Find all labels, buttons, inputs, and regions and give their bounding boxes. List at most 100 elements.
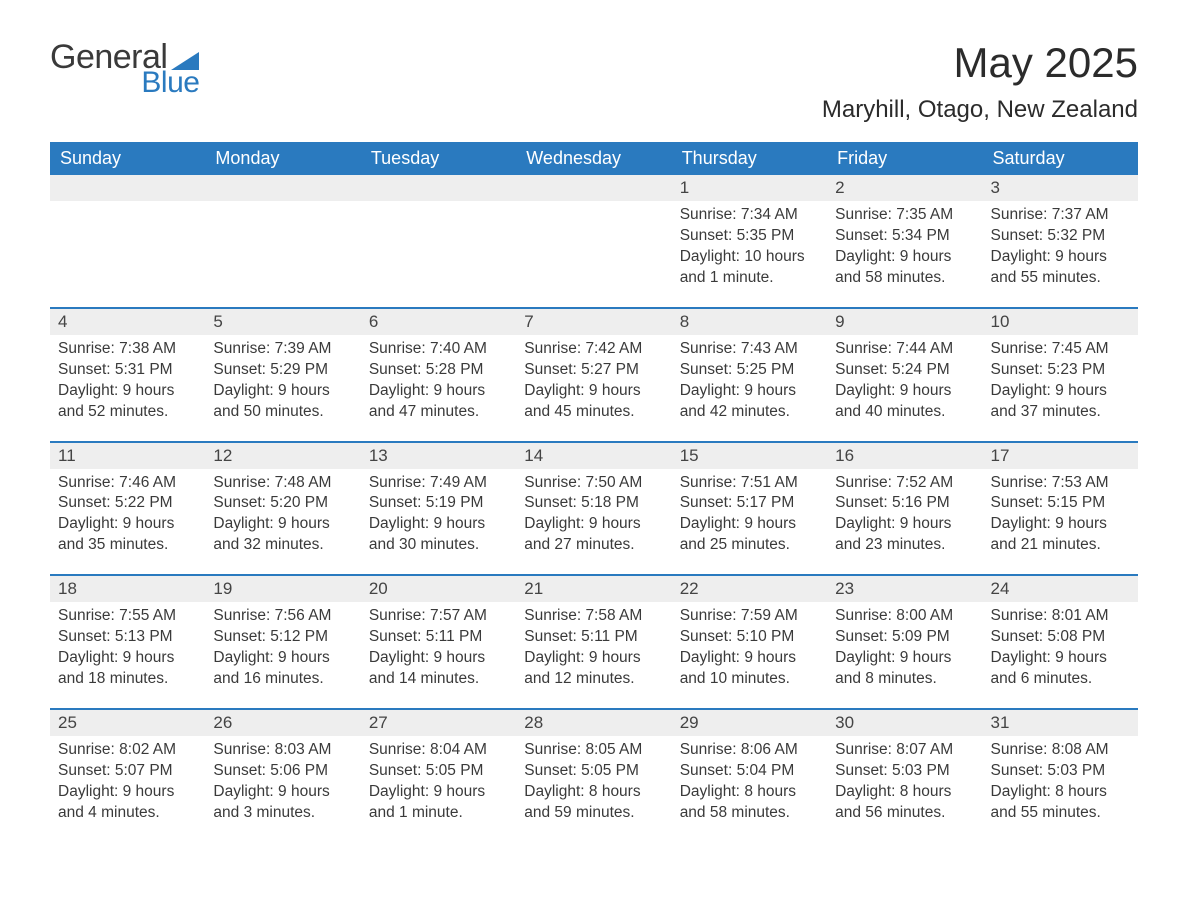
sunrise-line-label: Sunrise:: [524, 474, 585, 491]
daynum-row: 18192021222324: [50, 575, 1138, 602]
day-number-cell: 29: [672, 709, 827, 736]
sunrise-line-label: Sunrise:: [213, 340, 274, 357]
daylight-line-label: Daylight:: [835, 783, 900, 800]
sunrise-line-label: Sunrise:: [524, 607, 585, 624]
day-details-cell: [516, 201, 671, 308]
calendar-table: Sunday Monday Tuesday Wednesday Thursday…: [50, 142, 1138, 841]
daylight-line: Daylight: 9 hours and 42 minutes.: [680, 381, 819, 423]
sunrise-line-value: 7:53 AM: [1052, 474, 1109, 491]
page-header: General Blue May 2025 Maryhill, Otago, N…: [50, 40, 1138, 124]
sunrise-line-value: 8:03 AM: [275, 741, 332, 758]
sunset-line-value: 5:17 PM: [737, 494, 795, 511]
sunrise-line-value: 7:48 AM: [275, 474, 332, 491]
sunset-line: Sunset: 5:25 PM: [680, 360, 819, 381]
sunrise-line-label: Sunrise:: [991, 474, 1052, 491]
details-row: Sunrise: 7:46 AMSunset: 5:22 PMDaylight:…: [50, 469, 1138, 576]
sunset-line-label: Sunset:: [991, 628, 1048, 645]
daylight-line-label: Daylight:: [680, 783, 745, 800]
daylight-line-label: Daylight:: [524, 649, 589, 666]
sunset-line-value: 5:04 PM: [737, 762, 795, 779]
sunset-line-label: Sunset:: [58, 494, 115, 511]
day-number: 14: [524, 446, 543, 465]
sunset-line: Sunset: 5:07 PM: [58, 761, 197, 782]
day-number-cell: 5: [205, 308, 360, 335]
day-details-cell: Sunrise: 7:45 AMSunset: 5:23 PMDaylight:…: [983, 335, 1138, 442]
sunrise-line: Sunrise: 8:04 AM: [369, 740, 508, 761]
sunrise-line: Sunrise: 7:59 AM: [680, 606, 819, 627]
sunset-line: Sunset: 5:10 PM: [680, 627, 819, 648]
sunrise-line-label: Sunrise:: [835, 340, 896, 357]
sunset-line: Sunset: 5:19 PM: [369, 493, 508, 514]
day-number-cell: 7: [516, 308, 671, 335]
daylight-line: Daylight: 9 hours and 45 minutes.: [524, 381, 663, 423]
sunrise-line: Sunrise: 7:45 AM: [991, 339, 1130, 360]
day-number-cell: 20: [361, 575, 516, 602]
day-number: 9: [835, 312, 844, 331]
sunrise-line: Sunrise: 7:44 AM: [835, 339, 974, 360]
sunrise-line-value: 8:01 AM: [1052, 607, 1109, 624]
day-details-cell: Sunrise: 7:51 AMSunset: 5:17 PMDaylight:…: [672, 469, 827, 576]
sunrise-line: Sunrise: 7:50 AM: [524, 473, 663, 494]
day-details-cell: Sunrise: 7:53 AMSunset: 5:15 PMDaylight:…: [983, 469, 1138, 576]
details-row: Sunrise: 7:34 AMSunset: 5:35 PMDaylight:…: [50, 201, 1138, 308]
day-number-cell: 23: [827, 575, 982, 602]
weekday-header: Friday: [827, 142, 982, 175]
sunrise-line-label: Sunrise:: [680, 474, 741, 491]
daylight-line-label: Daylight:: [991, 649, 1056, 666]
sunrise-line-label: Sunrise:: [58, 607, 119, 624]
daylight-line-label: Daylight:: [524, 515, 589, 532]
day-number: 8: [680, 312, 689, 331]
daylight-line: Daylight: 8 hours and 58 minutes.: [680, 782, 819, 824]
day-number-cell: 11: [50, 442, 205, 469]
day-number-cell: 18: [50, 575, 205, 602]
sunset-line: Sunset: 5:04 PM: [680, 761, 819, 782]
day-number-cell: 2: [827, 175, 982, 201]
daylight-line: Daylight: 9 hours and 21 minutes.: [991, 514, 1130, 556]
sunset-line: Sunset: 5:17 PM: [680, 493, 819, 514]
sunset-line-label: Sunset:: [835, 361, 892, 378]
sunrise-line-value: 7:58 AM: [585, 607, 642, 624]
daylight-line: Daylight: 9 hours and 58 minutes.: [835, 247, 974, 289]
details-row: Sunrise: 8:02 AMSunset: 5:07 PMDaylight:…: [50, 736, 1138, 842]
sunset-line-value: 5:24 PM: [892, 361, 950, 378]
day-number-cell: 31: [983, 709, 1138, 736]
daylight-line-label: Daylight:: [58, 783, 123, 800]
sunrise-line-label: Sunrise:: [680, 340, 741, 357]
day-number: 11: [58, 446, 76, 465]
sunrise-line-value: 7:51 AM: [741, 474, 798, 491]
day-details-cell: Sunrise: 7:44 AMSunset: 5:24 PMDaylight:…: [827, 335, 982, 442]
daylight-line: Daylight: 9 hours and 37 minutes.: [991, 381, 1130, 423]
daylight-line-label: Daylight:: [991, 248, 1056, 265]
day-number-cell: 17: [983, 442, 1138, 469]
sunrise-line-value: 7:40 AM: [430, 340, 487, 357]
daynum-row: 25262728293031: [50, 709, 1138, 736]
sunrise-line: Sunrise: 7:39 AM: [213, 339, 352, 360]
day-number-cell: 14: [516, 442, 671, 469]
day-number-cell: 4: [50, 308, 205, 335]
sunset-line-value: 5:18 PM: [581, 494, 639, 511]
sunrise-line: Sunrise: 7:56 AM: [213, 606, 352, 627]
weekday-header: Tuesday: [361, 142, 516, 175]
sunset-line-value: 5:28 PM: [426, 361, 484, 378]
sunset-line-value: 5:32 PM: [1047, 227, 1105, 244]
sunrise-line-label: Sunrise:: [991, 206, 1052, 223]
sunrise-line-label: Sunrise:: [991, 607, 1052, 624]
day-details-cell: Sunrise: 7:59 AMSunset: 5:10 PMDaylight:…: [672, 602, 827, 709]
day-details-cell: Sunrise: 7:50 AMSunset: 5:18 PMDaylight:…: [516, 469, 671, 576]
day-details-cell: [361, 201, 516, 308]
sunset-line-label: Sunset:: [58, 762, 115, 779]
sunset-line-label: Sunset:: [369, 494, 426, 511]
sunset-line-label: Sunset:: [991, 227, 1048, 244]
daylight-line-label: Daylight:: [835, 248, 900, 265]
sunrise-line: Sunrise: 7:40 AM: [369, 339, 508, 360]
sunset-line-label: Sunset:: [213, 361, 270, 378]
sunrise-line-value: 7:46 AM: [119, 474, 176, 491]
daynum-row: 45678910: [50, 308, 1138, 335]
day-details-cell: Sunrise: 8:05 AMSunset: 5:05 PMDaylight:…: [516, 736, 671, 842]
sunset-line-value: 5:23 PM: [1047, 361, 1105, 378]
day-number-cell: 22: [672, 575, 827, 602]
sunset-line-value: 5:06 PM: [270, 762, 328, 779]
day-number-cell: 28: [516, 709, 671, 736]
sunrise-line-value: 7:59 AM: [741, 607, 798, 624]
day-number-cell: 6: [361, 308, 516, 335]
